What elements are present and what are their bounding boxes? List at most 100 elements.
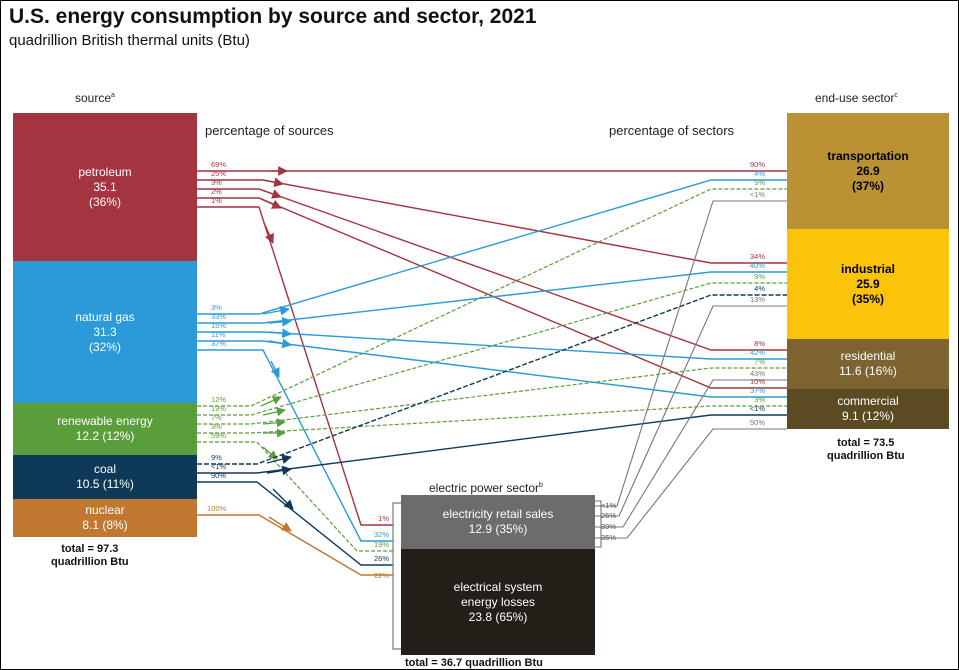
sector-industrial-value: 25.9	[856, 276, 880, 291]
sector-industrial: industrial 25.9 (35%)	[787, 229, 949, 339]
source-petroleum-value: 35.1	[93, 179, 117, 194]
flow-percent-label: 43%	[750, 369, 765, 378]
flow-percent-label: 59%	[211, 431, 226, 440]
flow-percent-label: 26%	[601, 511, 616, 520]
sector-industrial-name: industrial	[840, 261, 895, 276]
flow-gas-residential	[197, 331, 787, 360]
sector-residential-name: residential	[840, 349, 896, 363]
flow-percent-label: 100%	[207, 504, 227, 513]
sector-residential-value: 11.6 (16%)	[839, 364, 897, 378]
page-subtitle: quadrillion British thermal units (Btu)	[9, 32, 250, 49]
flow-losses-bracket	[392, 502, 401, 650]
flow-renewable-residential	[197, 367, 787, 425]
source-petroleum-share: (36%)	[88, 194, 121, 209]
sector-commercial-value: 9.1 (12%)	[841, 409, 895, 423]
source-petroleum: petroleum 35.1 (36%)	[13, 113, 197, 261]
sector-transportation-name: transportation	[827, 148, 909, 163]
losses-value: 23.8 (65%)	[468, 609, 528, 624]
source-renewable-name: renewable energy	[57, 414, 153, 428]
page-title: U.S. energy consumption by source and se…	[9, 5, 537, 28]
sector-residential: residential 11.6 (16%)	[787, 339, 949, 389]
flow-percent-label: <1%	[750, 190, 766, 199]
source-gas-share: (32%)	[88, 339, 121, 354]
losses-line1: electrical system	[453, 579, 543, 594]
sector-commercial: commercial 9.1 (12%)	[787, 389, 949, 429]
flow-percent-label: 15%	[211, 321, 226, 330]
flow-gas-transportation	[197, 179, 787, 315]
source-coal-value: 10.5 (11%)	[76, 477, 134, 491]
flow-percent-label: 3%	[211, 422, 222, 431]
percentage-of-sectors-label: percentage of sectors	[609, 123, 735, 138]
source-total: total = 97.3 quadrillion Btu	[51, 543, 129, 568]
flow-percent-label: 5%	[754, 178, 765, 187]
electric-power-header: electric power sectorb	[429, 481, 543, 495]
flow-renewable-commercial	[197, 405, 787, 434]
flow-percent-label: 40%	[750, 261, 765, 270]
retail-sales-value: 12.9 (35%)	[468, 522, 528, 536]
source-nuclear-value: 8.1 (8%)	[82, 518, 128, 532]
source-nuclear: nuclear 8.1 (8%)	[13, 499, 197, 537]
flow-percent-label: 7%	[211, 413, 222, 422]
flow-electric-industrial	[595, 305, 787, 517]
flow-percent-label: <1%	[211, 462, 227, 471]
source-petroleum-name: petroleum	[78, 164, 132, 179]
retail-sales-name: electricity retail sales	[442, 507, 554, 521]
flow-petroleum-residential	[197, 188, 787, 351]
source-nuclear-name: nuclear	[85, 503, 125, 517]
flow-retail-bracket	[595, 500, 602, 548]
flow-percent-label: 35%	[601, 533, 616, 542]
flow-percent-label: 11%	[211, 330, 226, 339]
flow-petroleum-industrial	[197, 179, 787, 264]
percentage-of-sources-label: percentage of sources	[205, 123, 334, 138]
flow-percent-label: 50%	[750, 418, 765, 427]
flow-percent-label: 9%	[211, 453, 222, 462]
source-gas-name: natural gas	[75, 309, 135, 324]
sector-transportation-value: 26.9	[856, 163, 880, 178]
flow-percent-label: 37%	[750, 386, 765, 395]
flow-nuclear-electric	[197, 514, 393, 576]
flow-percent-label: 1%	[211, 196, 222, 205]
flow-coal-commercial	[197, 414, 787, 474]
flow-renewable-transportation	[197, 188, 787, 407]
flow-percent-label: 1%	[378, 514, 389, 523]
source-renewable: renewable energy 12.2 (12%)	[13, 403, 197, 455]
flow-percent-label: 32%	[374, 530, 389, 539]
flow-percent-label: 34%	[750, 252, 765, 261]
flow-percent-label: 4%	[754, 284, 765, 293]
sector-transportation-share: (37%)	[851, 178, 884, 193]
source-renewable-value: 12.2 (12%)	[75, 429, 135, 443]
flow-renewable-electric	[197, 441, 393, 552]
source-header: sourcea	[75, 91, 115, 105]
flow-percent-label: 19%	[374, 540, 389, 549]
flow-percent-label: 3%	[754, 395, 765, 404]
electricity-retail-sales: electricity retail sales 12.9 (35%)	[401, 495, 595, 549]
flow-percent-label: 90%	[750, 160, 765, 169]
flow-percent-label: 13%	[750, 295, 765, 304]
electric-total: total = 36.7 quadrillion Btu	[405, 657, 543, 669]
flow-percent-label: 42%	[750, 348, 765, 357]
electrical-system-losses: electrical system energy losses 23.8 (65…	[401, 549, 595, 655]
flow-percent-label: <1%	[750, 404, 766, 413]
flow-percent-label: 2%	[211, 187, 222, 196]
source-natural-gas: natural gas 31.3 (32%)	[13, 261, 197, 403]
flow-coal-industrial	[197, 294, 787, 465]
flow-percent-label: 69%	[211, 160, 226, 169]
source-coal-name: coal	[93, 462, 116, 476]
flow-renewable-industrial	[197, 282, 787, 416]
flow-petroleum-electric	[197, 206, 393, 526]
flow-gas-commercial	[197, 340, 787, 398]
flow-percent-label: 26%	[374, 554, 389, 563]
flow-percent-label: 4%	[754, 169, 765, 178]
sector-header: end-use sectorc	[815, 91, 898, 105]
flow-percent-label: 33%	[211, 312, 226, 321]
source-gas-value: 31.3	[93, 324, 117, 339]
flow-gas-industrial	[197, 271, 787, 324]
flow-percent-label: 3%	[211, 303, 222, 312]
flow-percent-label: 37%	[211, 339, 226, 348]
losses-line2: energy losses	[460, 594, 536, 609]
flow-percent-label: 25%	[211, 169, 226, 178]
flow-percent-label: 39%	[601, 522, 616, 531]
flow-electric-commercial	[595, 428, 787, 539]
